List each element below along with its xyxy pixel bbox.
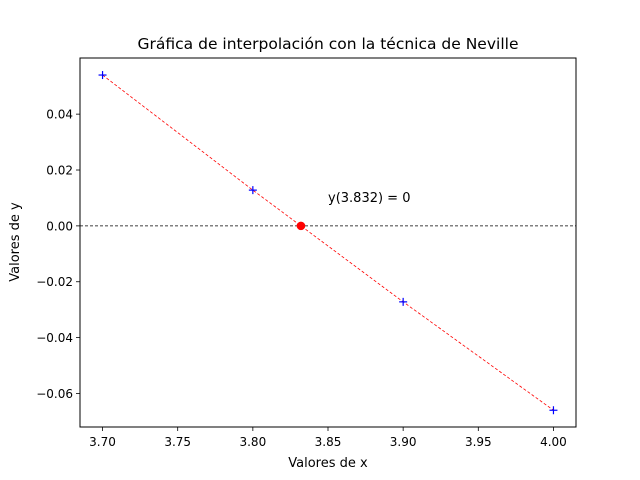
annotation-label: y(3.832) = 0 [328,191,410,206]
y-tick-label: 0.00 [46,219,73,233]
plot-area: y(3.832) = 0 [79,57,577,428]
x-tick-label: 3.85 [315,435,342,449]
x-axis-label: Valores de x [288,456,368,471]
root-point [296,221,306,231]
plot-frame [79,57,577,428]
interpolation-line [102,74,554,411]
x-tick-label: 4.00 [540,435,567,449]
y-axis-label: Valores de y [8,202,23,282]
data-point-marker [98,71,107,80]
x-tick-label: 3.75 [164,435,191,449]
data-point-marker [248,186,257,195]
x-axis: 3.70 3.75 3.80 3.85 3.90 3.95 4.00 [89,427,567,449]
y-tick-label: 0.04 [46,108,73,122]
x-tick-label: 3.80 [239,435,266,449]
x-tick-label: 3.95 [465,435,492,449]
y-tick-label: −0.02 [36,275,73,289]
y-tick-label: 0.02 [46,164,73,178]
y-tick-label: −0.04 [36,331,73,345]
x-tick-label: 3.90 [390,435,417,449]
data-point-marker [399,297,408,306]
data-point-marker [549,406,558,415]
y-tick-label: −0.06 [36,387,73,401]
y-axis: 0.04 0.02 0.00 −0.02 −0.04 −0.06 [36,108,80,401]
chart-title: Gráfica de interpolación con la técnica … [138,35,519,53]
plot-content [80,71,576,415]
x-tick-label: 3.70 [89,435,116,449]
